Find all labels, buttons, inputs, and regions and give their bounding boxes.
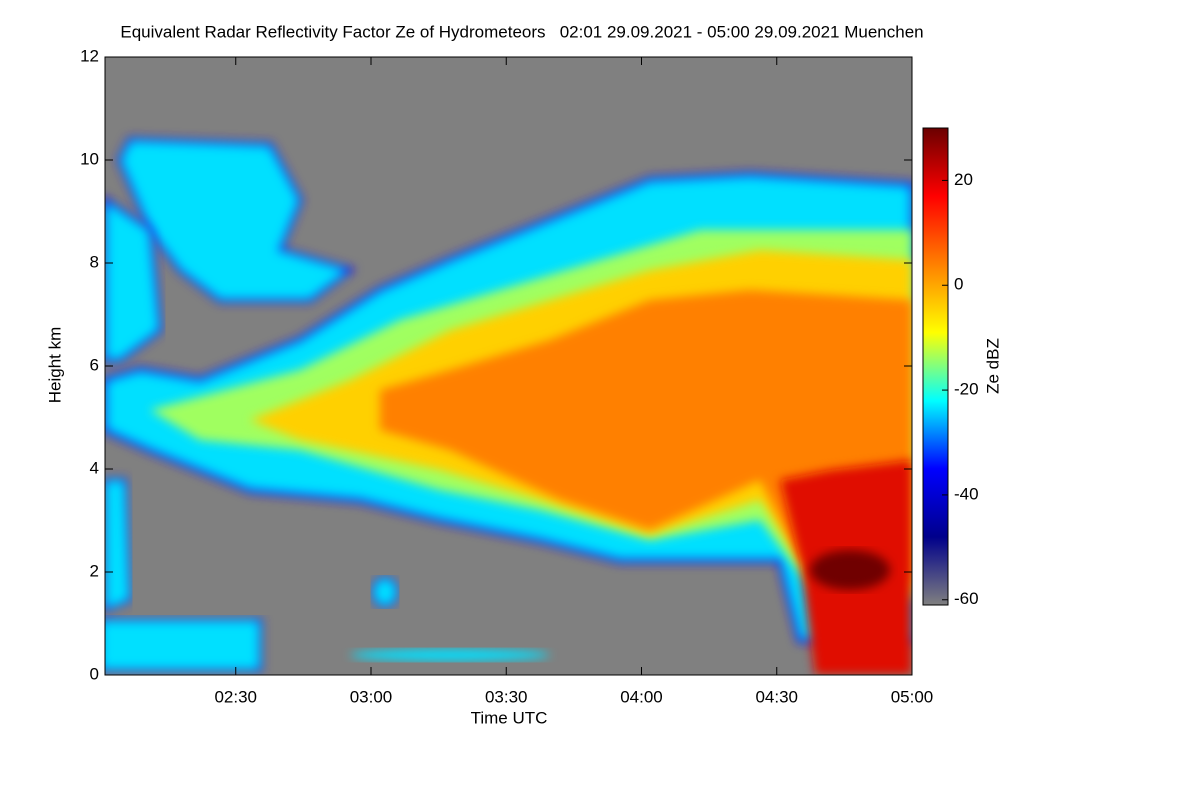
colorbar — [922, 127, 949, 606]
y-tick-label: 2 — [90, 561, 99, 580]
colorbar-tick-label: -40 — [954, 484, 979, 503]
y-tick-label: 12 — [80, 46, 99, 65]
x-tick-label: 05:00 — [891, 687, 934, 706]
chart-title: Equivalent Radar Reflectivity Factor Ze … — [120, 22, 923, 41]
x-axis-label: Time UTC — [471, 708, 548, 727]
x-tick-label: 04:30 — [755, 687, 798, 706]
x-tick-label: 02:30 — [214, 687, 257, 706]
y-tick-label: 8 — [90, 252, 99, 271]
x-tick-label: 04:00 — [620, 687, 663, 706]
y-tick-label: 4 — [90, 458, 99, 477]
colorbar-label: Ze dBZ — [983, 338, 1002, 394]
y-axis-label: Height km — [45, 327, 64, 404]
colorbar-tick-label: 0 — [954, 275, 963, 294]
y-tick-label: 10 — [80, 149, 99, 168]
reflectivity-field — [105, 137, 912, 675]
colorbar-tick-label: 20 — [954, 170, 973, 189]
x-tick-label: 03:00 — [350, 687, 393, 706]
x-tick-label: 03:30 — [485, 687, 528, 706]
y-tick-label: 0 — [90, 664, 99, 683]
y-tick-label: 6 — [90, 355, 99, 374]
colorbar-tick-label: -20 — [954, 380, 979, 399]
colorbar-tick-label: -60 — [954, 589, 979, 608]
